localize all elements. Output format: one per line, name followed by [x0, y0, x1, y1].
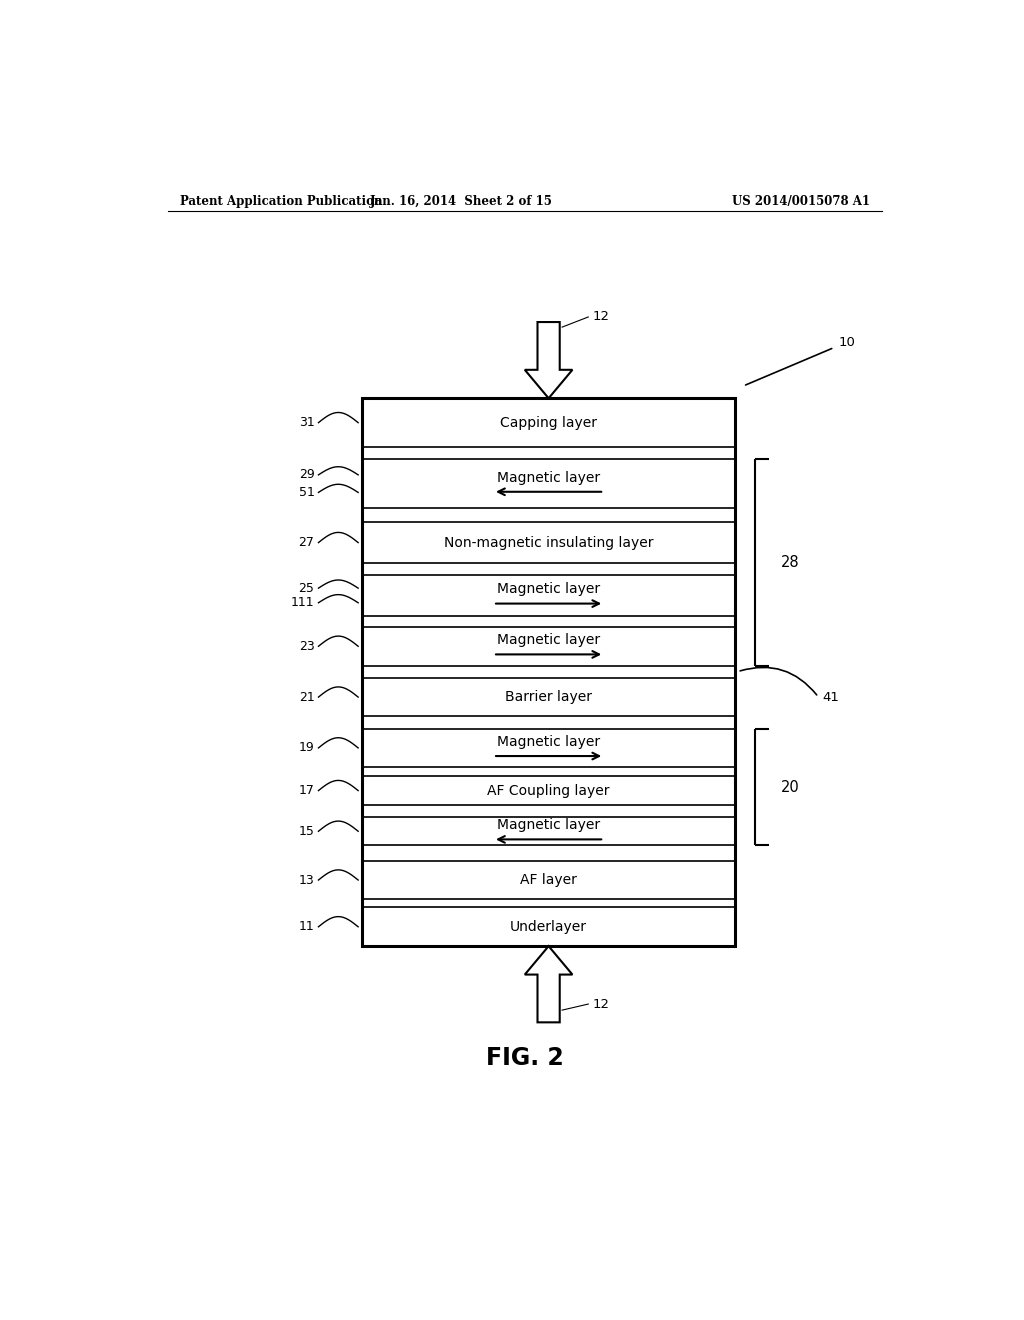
Text: 15: 15: [299, 825, 314, 838]
Text: FIG. 2: FIG. 2: [486, 1045, 563, 1071]
Polygon shape: [524, 322, 572, 399]
Bar: [362, 861, 735, 899]
Text: AF layer: AF layer: [520, 873, 578, 887]
Bar: [362, 817, 735, 846]
Text: 28: 28: [781, 554, 800, 570]
Text: Capping layer: Capping layer: [500, 416, 597, 430]
Text: Magnetic layer: Magnetic layer: [497, 582, 600, 597]
Text: 31: 31: [299, 416, 314, 429]
Bar: [362, 627, 735, 665]
Text: 27: 27: [299, 536, 314, 549]
Bar: [362, 459, 735, 508]
Text: Non-magnetic insulating layer: Non-magnetic insulating layer: [443, 536, 653, 549]
Text: 111: 111: [291, 597, 314, 610]
Text: 13: 13: [299, 874, 314, 887]
Text: AF Coupling layer: AF Coupling layer: [487, 784, 610, 797]
Text: 51: 51: [299, 486, 314, 499]
Text: Underlayer: Underlayer: [510, 920, 587, 933]
Text: 12: 12: [592, 310, 609, 323]
Bar: [362, 523, 735, 562]
Text: 11: 11: [299, 920, 314, 933]
Text: 25: 25: [299, 582, 314, 594]
Bar: [362, 776, 735, 805]
Text: 29: 29: [299, 469, 314, 482]
Text: Jan. 16, 2014  Sheet 2 of 15: Jan. 16, 2014 Sheet 2 of 15: [370, 194, 553, 207]
Bar: [362, 576, 735, 616]
Text: 20: 20: [781, 780, 800, 795]
Text: 19: 19: [299, 742, 314, 755]
Bar: [362, 729, 735, 767]
Text: 17: 17: [299, 784, 314, 797]
Text: Barrier layer: Barrier layer: [505, 690, 592, 704]
Text: Magnetic layer: Magnetic layer: [497, 634, 600, 647]
Polygon shape: [524, 946, 572, 1022]
Bar: [362, 399, 735, 946]
Text: Magnetic layer: Magnetic layer: [497, 818, 600, 832]
Text: US 2014/0015078 A1: US 2014/0015078 A1: [732, 194, 870, 207]
Text: 21: 21: [299, 690, 314, 704]
Text: Magnetic layer: Magnetic layer: [497, 470, 600, 484]
Bar: [362, 399, 735, 447]
Text: Magnetic layer: Magnetic layer: [497, 735, 600, 748]
Text: 10: 10: [839, 335, 855, 348]
Bar: [362, 907, 735, 946]
Text: Patent Application Publication: Patent Application Publication: [179, 194, 382, 207]
Text: 41: 41: [822, 690, 840, 704]
Text: 23: 23: [299, 640, 314, 653]
Bar: [362, 677, 735, 717]
Text: 12: 12: [592, 998, 609, 1011]
